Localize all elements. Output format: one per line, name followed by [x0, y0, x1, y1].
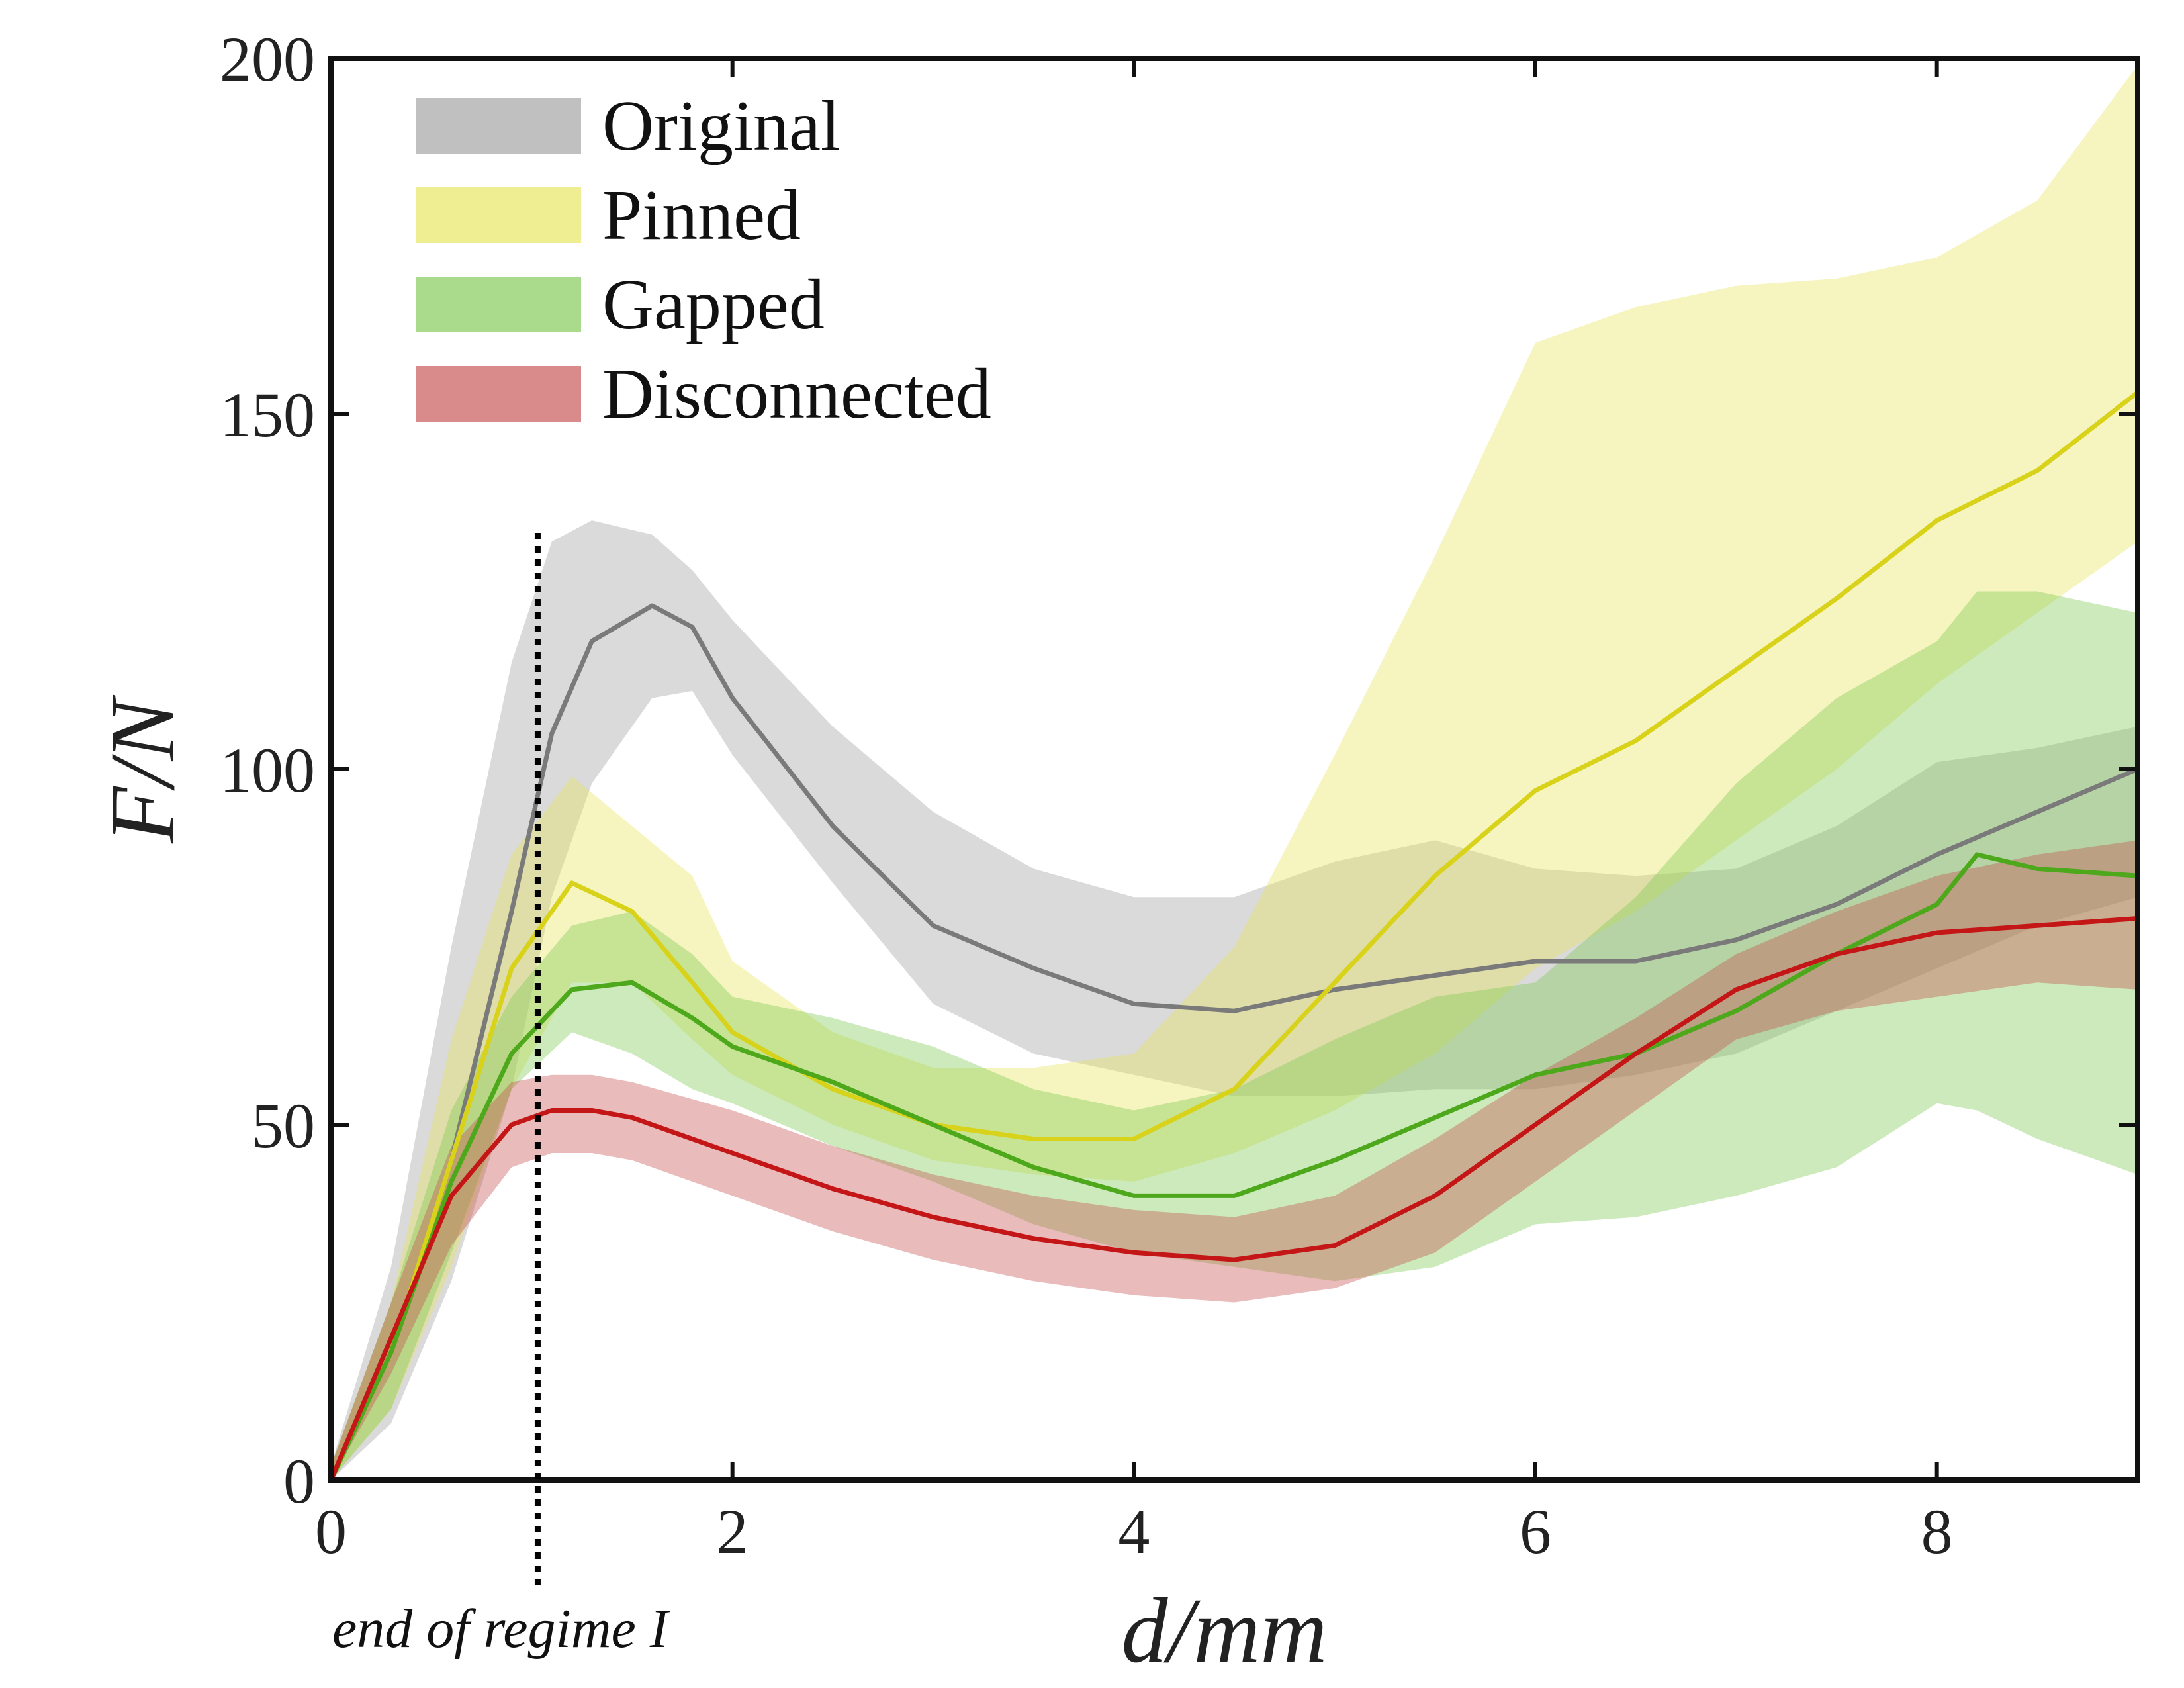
legend-label-disconnected: Disconnected	[602, 355, 991, 434]
x-axis-title: d/mm	[1121, 1579, 1327, 1682]
legend-swatch-gapped	[416, 277, 581, 332]
band-pinned	[331, 65, 2138, 1481]
legend-label-gapped: Gapped	[602, 265, 825, 344]
line-gapped	[328, 852, 2138, 1481]
axis-ticks: 0 2 4 6 8 0 50 100 150 200	[220, 24, 2138, 1567]
legend-label-pinned: Pinned	[602, 176, 801, 255]
end-of-regime-label: end of regime I	[332, 1598, 671, 1660]
legend-swatch-pinned	[416, 187, 581, 243]
x-tick-label-2: 2	[717, 1496, 749, 1567]
legend-label-original: Original	[602, 87, 841, 165]
y-tick-label-200: 200	[220, 24, 315, 95]
plot-frame	[328, 56, 2140, 1483]
x-tick-label-6: 6	[1520, 1496, 1551, 1567]
legend: Original Pinned Gapped Disconnected	[416, 87, 991, 434]
series-lines	[328, 391, 2140, 1481]
y-tick-label-150: 150	[220, 379, 315, 450]
band-disconnected	[331, 840, 2138, 1480]
y-axis-title: F/N	[91, 694, 194, 843]
y-tick-label-0: 0	[283, 1446, 315, 1517]
x-tick-label-0: 0	[315, 1496, 347, 1567]
legend-swatch-disconnected	[416, 366, 581, 422]
line-disconnected	[328, 916, 2138, 1481]
x-tick-label-8: 8	[1921, 1496, 1953, 1567]
y-tick-label-100: 100	[220, 735, 315, 806]
x-tick-label-4: 4	[1118, 1496, 1150, 1567]
band-gapped	[331, 591, 2138, 1480]
line-pinned	[328, 391, 2140, 1481]
y-tick-label-50: 50	[251, 1090, 315, 1161]
line-original	[328, 603, 2139, 1481]
legend-swatch-original	[416, 98, 581, 154]
